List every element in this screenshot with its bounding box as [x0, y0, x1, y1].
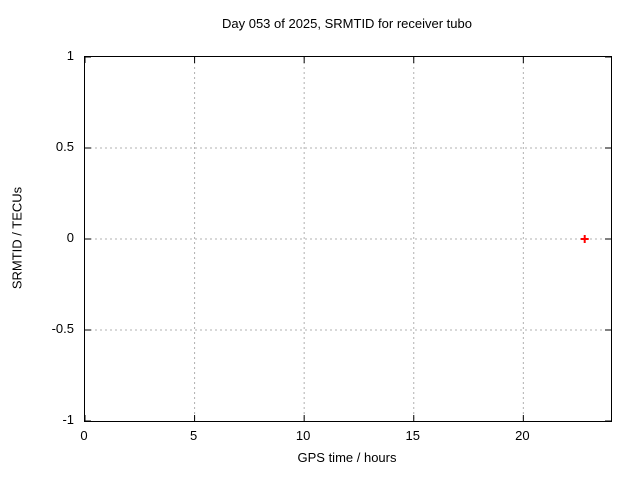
y-tick-label: 0: [66, 230, 74, 245]
x-tick-label: 15: [405, 428, 420, 443]
x-axis-label: GPS time / hours: [297, 450, 397, 465]
y-axis-label: SRMTID / TECUs: [9, 186, 25, 290]
y-tick-label: 0.5: [55, 139, 74, 154]
y-tick-label: -0.5: [51, 321, 74, 336]
y-tick-label: 1: [66, 48, 74, 63]
x-tick-label: 5: [189, 428, 198, 443]
x-tick-label: 0: [80, 428, 88, 443]
plot-area: [84, 56, 612, 422]
chart-canvas: [85, 57, 611, 421]
x-tick-label: 10: [295, 428, 311, 443]
x-tick-label: 20: [515, 428, 530, 443]
y-tick-label: -1: [62, 412, 74, 427]
chart-title: Day 053 of 2025, SRMTID for receiver tub…: [221, 16, 472, 31]
